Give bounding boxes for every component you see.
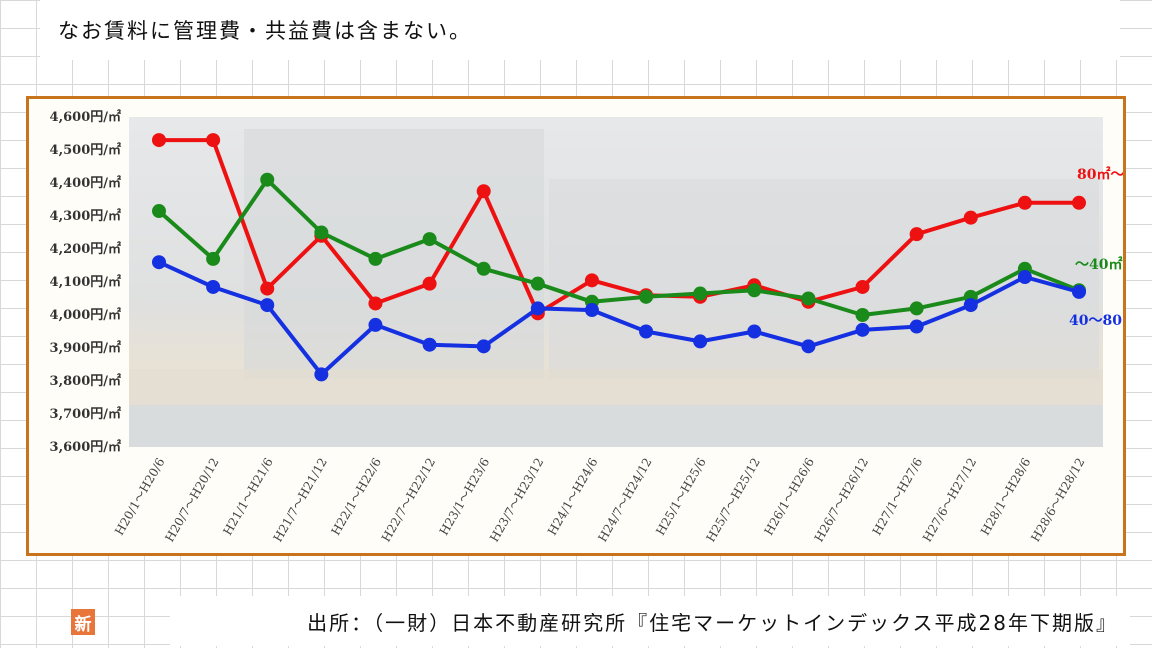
data-point [368, 317, 383, 332]
data-point [260, 298, 275, 313]
data-point [801, 291, 816, 306]
y-tick-label: 4,400円/㎡ [50, 175, 121, 191]
data-point [368, 296, 383, 311]
x-tick-label: H26/7～H26/12 [812, 456, 871, 545]
data-point [693, 334, 708, 349]
y-tick-label: 4,100円/㎡ [50, 274, 121, 290]
y-tick-label: 3,900円/㎡ [50, 340, 121, 356]
y-tick-label: 4,200円/㎡ [50, 241, 121, 257]
data-point [1072, 195, 1086, 210]
data-point [963, 210, 978, 225]
data-point [476, 261, 491, 276]
data-point [206, 133, 221, 148]
data-point [260, 281, 275, 296]
x-tick-label: H28/6～H28/12 [1028, 456, 1087, 545]
y-tick-label: 3,800円/㎡ [50, 373, 121, 389]
series-line-2 [158, 260, 1080, 377]
series-label: 80㎡～ [1077, 166, 1123, 183]
data-point [260, 172, 275, 187]
series-label: 40～80㎡ [1069, 312, 1123, 329]
data-point [909, 227, 924, 242]
data-point [422, 232, 437, 247]
data-point [1017, 270, 1032, 285]
data-point [909, 301, 924, 316]
data-point [314, 367, 329, 382]
x-tick-label: H23/7～H23/12 [487, 456, 546, 545]
data-point [747, 283, 762, 298]
data-point [639, 289, 654, 304]
data-point [314, 225, 329, 240]
x-tick-label: H20/7～H20/12 [162, 456, 221, 545]
data-point [1072, 284, 1086, 299]
x-tick-label: H21/7～H21/12 [271, 456, 330, 545]
data-point [909, 319, 924, 334]
y-tick-label: 4,600円/㎡ [50, 109, 121, 125]
data-point [422, 276, 437, 291]
data-point [747, 324, 762, 339]
x-tick-label: H25/7～H25/12 [704, 456, 763, 545]
x-tick-label: H24/7～H24/12 [595, 456, 654, 545]
data-point [206, 251, 221, 266]
x-tick-label: H22/7～H22/12 [379, 456, 438, 545]
x-tick-label: H26/1～H26/6 [761, 456, 817, 538]
data-point [422, 337, 437, 352]
data-point [801, 339, 816, 354]
x-tick-label: H24/1～H24/6 [545, 456, 601, 538]
y-tick-label: 3,600円/㎡ [50, 439, 121, 455]
data-point [152, 133, 166, 148]
data-point [584, 273, 599, 288]
data-point [530, 276, 545, 291]
x-tick-label: H25/1～H25/6 [653, 456, 709, 538]
x-tick-label: H28/1～H28/6 [978, 456, 1034, 538]
data-point [368, 251, 383, 266]
new-badge: 新 [71, 609, 95, 635]
chart-frame: 4,600円/㎡ 4,500円/㎡ 4,400円/㎡ 4,300円/㎡ 4,200円/㎡… [26, 96, 1126, 635]
data-point [855, 279, 870, 294]
series-layer [152, 133, 1086, 382]
data-point [206, 279, 221, 294]
y-axis: 4,600円/㎡ 4,500円/㎡ 4,400円/㎡ 4,300円/㎡ 4,200円/㎡… [50, 109, 121, 455]
data-point [855, 322, 870, 337]
plot-background [129, 117, 1103, 447]
series-line-0 [159, 138, 1079, 316]
x-tick-label: H27/6～H27/12 [920, 455, 979, 544]
y-tick-label: 4,300円/㎡ [50, 208, 121, 224]
line-chart: 4,600円/㎡ 4,500円/㎡ 4,400円/㎡ 4,300円/㎡ 4,200円/㎡… [50, 109, 1123, 544]
data-point [639, 324, 654, 339]
data-point [152, 255, 166, 270]
x-tick-label: H23/1～H23/6 [437, 456, 493, 538]
data-point [476, 339, 491, 354]
x-tick-label: H20/1～H20/6 [112, 456, 168, 538]
y-tick-label: 3,700円/㎡ [50, 406, 121, 422]
note-text: なお賃料に管理費・共益費は含まない。 [40, 0, 1120, 60]
y-tick-label: 4,000円/㎡ [50, 307, 121, 323]
series-labels: 80㎡～ ～40㎡ 40～80㎡ [1069, 166, 1123, 329]
x-tick-label: H21/1～H21/6 [220, 456, 276, 538]
series-label: ～40㎡ [1075, 256, 1122, 273]
data-point [963, 298, 978, 313]
data-point [693, 286, 708, 301]
data-point [530, 301, 545, 316]
data-point [1017, 195, 1032, 210]
series-line-1 [157, 177, 1080, 317]
x-tick-label: H27/1～H27/6 [870, 456, 926, 538]
x-tick-label: H22/1～H22/6 [329, 456, 385, 538]
source-text: 出所：（一財）日本不動産研究所『住宅マーケットインデックス平成28年下期版』 [170, 596, 1130, 646]
data-point [855, 308, 870, 322]
data-point [152, 204, 166, 219]
x-axis: H20/1～H20/6H20/7～H20/12H21/1～H21/6H21/7～… [112, 455, 1088, 544]
data-point [476, 184, 491, 199]
data-point [584, 303, 599, 318]
y-tick-label: 4,500円/㎡ [50, 142, 121, 158]
